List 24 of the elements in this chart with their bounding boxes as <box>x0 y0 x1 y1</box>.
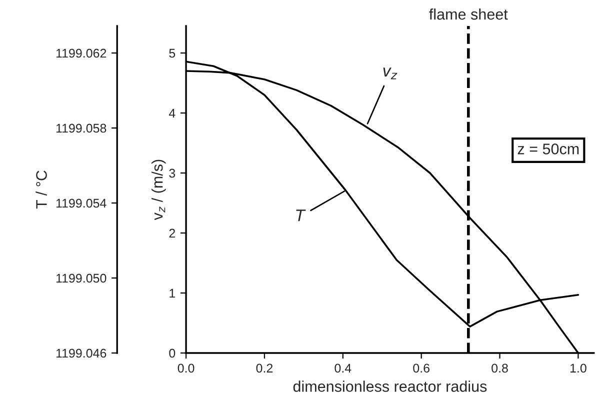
y2-tick-label: 1199.062 <box>56 48 106 58</box>
annotation: v$_{z}$ <box>383 68 398 80</box>
x-tick-label: 0.8 <box>492 364 508 373</box>
x-axis-title: dimensionless reactor radius <box>293 380 487 392</box>
annotation: z = 50cm <box>518 144 579 154</box>
y-tick-label: 0 <box>169 348 176 358</box>
y2-tick-label: 1199.058 <box>56 124 106 133</box>
annotation: T <box>296 210 306 222</box>
x-tick-label: 0.4 <box>334 364 352 373</box>
y-tick-label: 5 <box>169 48 176 58</box>
y2-axis-title: T / °C <box>36 170 47 209</box>
y-tick-label: 4 <box>168 108 176 118</box>
x-tick-label: 1.0 <box>570 364 586 373</box>
y2-tick-label: 1199.054 <box>56 198 106 208</box>
x-tick-label: 0.0 <box>178 364 194 373</box>
x-tick-label: 0.6 <box>413 364 430 373</box>
x-tick-label: 0.2 <box>256 364 273 373</box>
ref-line-label: flame sheet <box>429 8 508 20</box>
y-axis-title: v$_{z}$ / (m/s) <box>152 160 166 220</box>
y-tick-label: 3 <box>169 168 176 178</box>
y-tick-label: 1 <box>170 288 176 298</box>
y-tick-label: 2 <box>169 228 175 238</box>
y2-tick-label: 1199.046 <box>56 348 106 358</box>
y2-tick-label: 1199.050 <box>56 274 106 283</box>
